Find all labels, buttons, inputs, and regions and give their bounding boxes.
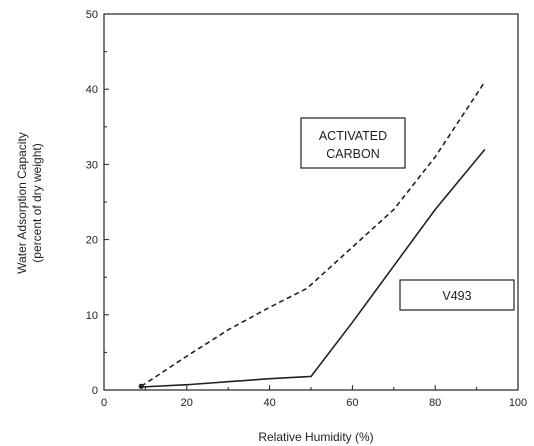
annotation-line-1: V493 xyxy=(442,289,471,303)
series-lines xyxy=(138,81,486,389)
y-tick-label: 40 xyxy=(86,84,98,96)
x-tick-label: 20 xyxy=(181,397,193,409)
annotation-line-1: ACTIVATED xyxy=(319,129,387,143)
start-point-marker xyxy=(138,383,144,389)
plot-frame xyxy=(103,13,519,391)
annotation-v493: V493 xyxy=(399,279,515,311)
y-axis-title: Water Adsorption Capacity (percent of dr… xyxy=(15,132,44,274)
x-tick-label: 0 xyxy=(101,397,107,409)
annotation-box xyxy=(300,117,406,169)
annotation-activated-carbon: ACTIVATED CARBON xyxy=(300,117,406,169)
series-line-activated-carbon xyxy=(140,81,486,387)
annotation-box xyxy=(399,279,515,311)
y-axis-title-line-2: (percent of dry weight) xyxy=(30,143,44,262)
x-tick-label: 40 xyxy=(263,397,275,409)
axis-ticks: 0 20 40 60 80 100 0 10 20 30 40 50 xyxy=(86,9,527,409)
x-tick-label: 80 xyxy=(429,397,441,409)
x-tick-label: 60 xyxy=(346,397,358,409)
annotation-line-2: CARBON xyxy=(326,147,379,161)
y-tick-label: 50 xyxy=(86,9,98,21)
x-tick-label: 100 xyxy=(509,397,527,409)
y-tick-label: 10 xyxy=(86,310,98,322)
series-line-v493 xyxy=(141,148,486,388)
y-tick-label: 0 xyxy=(92,385,98,397)
y-tick-label: 30 xyxy=(86,159,98,171)
y-tick-label: 20 xyxy=(86,235,98,247)
x-axis-title: Relative Humidity (%) xyxy=(258,430,373,444)
y-axis-title-line-1: Water Adsorption Capacity xyxy=(15,132,29,274)
